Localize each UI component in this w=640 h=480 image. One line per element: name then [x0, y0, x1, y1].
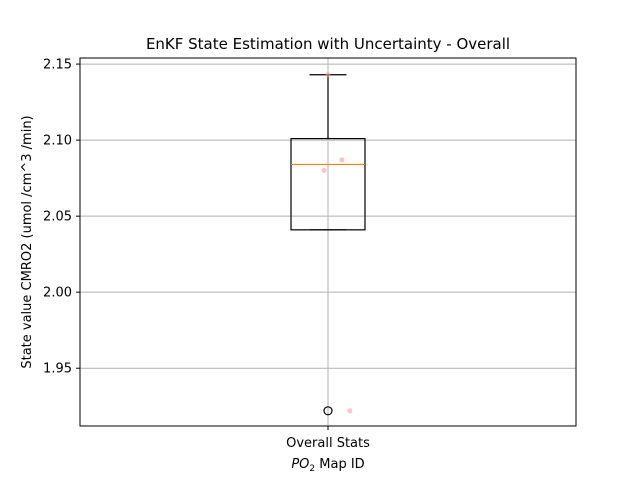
y-tick-label: 2.00: [43, 286, 72, 301]
y-tick-label: 1.95: [43, 362, 72, 377]
x-axis-label-prefix: PO: [291, 457, 309, 472]
data-point: [325, 72, 331, 78]
x-tick-label: Overall Stats: [286, 436, 370, 451]
y-tick-label: 2.05: [43, 210, 72, 225]
data-point: [347, 408, 353, 414]
data-points: [321, 72, 353, 414]
box-iqr: [290, 137, 366, 231]
x-axis-ticks: Overall Stats: [286, 426, 370, 451]
y-axis-ticks: 1.95 2.00 2.05 2.10 2.15: [43, 58, 80, 377]
chart-title: EnKF State Estimation with Uncertainty -…: [146, 35, 510, 53]
data-point: [339, 157, 345, 163]
y-tick-label: 2.15: [43, 58, 72, 73]
y-tick-label: 2.10: [43, 134, 72, 149]
x-axis-label: PO2 Map ID: [291, 457, 364, 474]
x-axis-label-subscript: 2: [309, 464, 315, 474]
data-point: [321, 168, 327, 174]
y-axis-label: State value CMRO2 (umol /cm^3 /min): [20, 115, 35, 368]
outlier-marker: [323, 406, 333, 416]
x-axis-label-suffix: Map ID: [315, 457, 365, 472]
